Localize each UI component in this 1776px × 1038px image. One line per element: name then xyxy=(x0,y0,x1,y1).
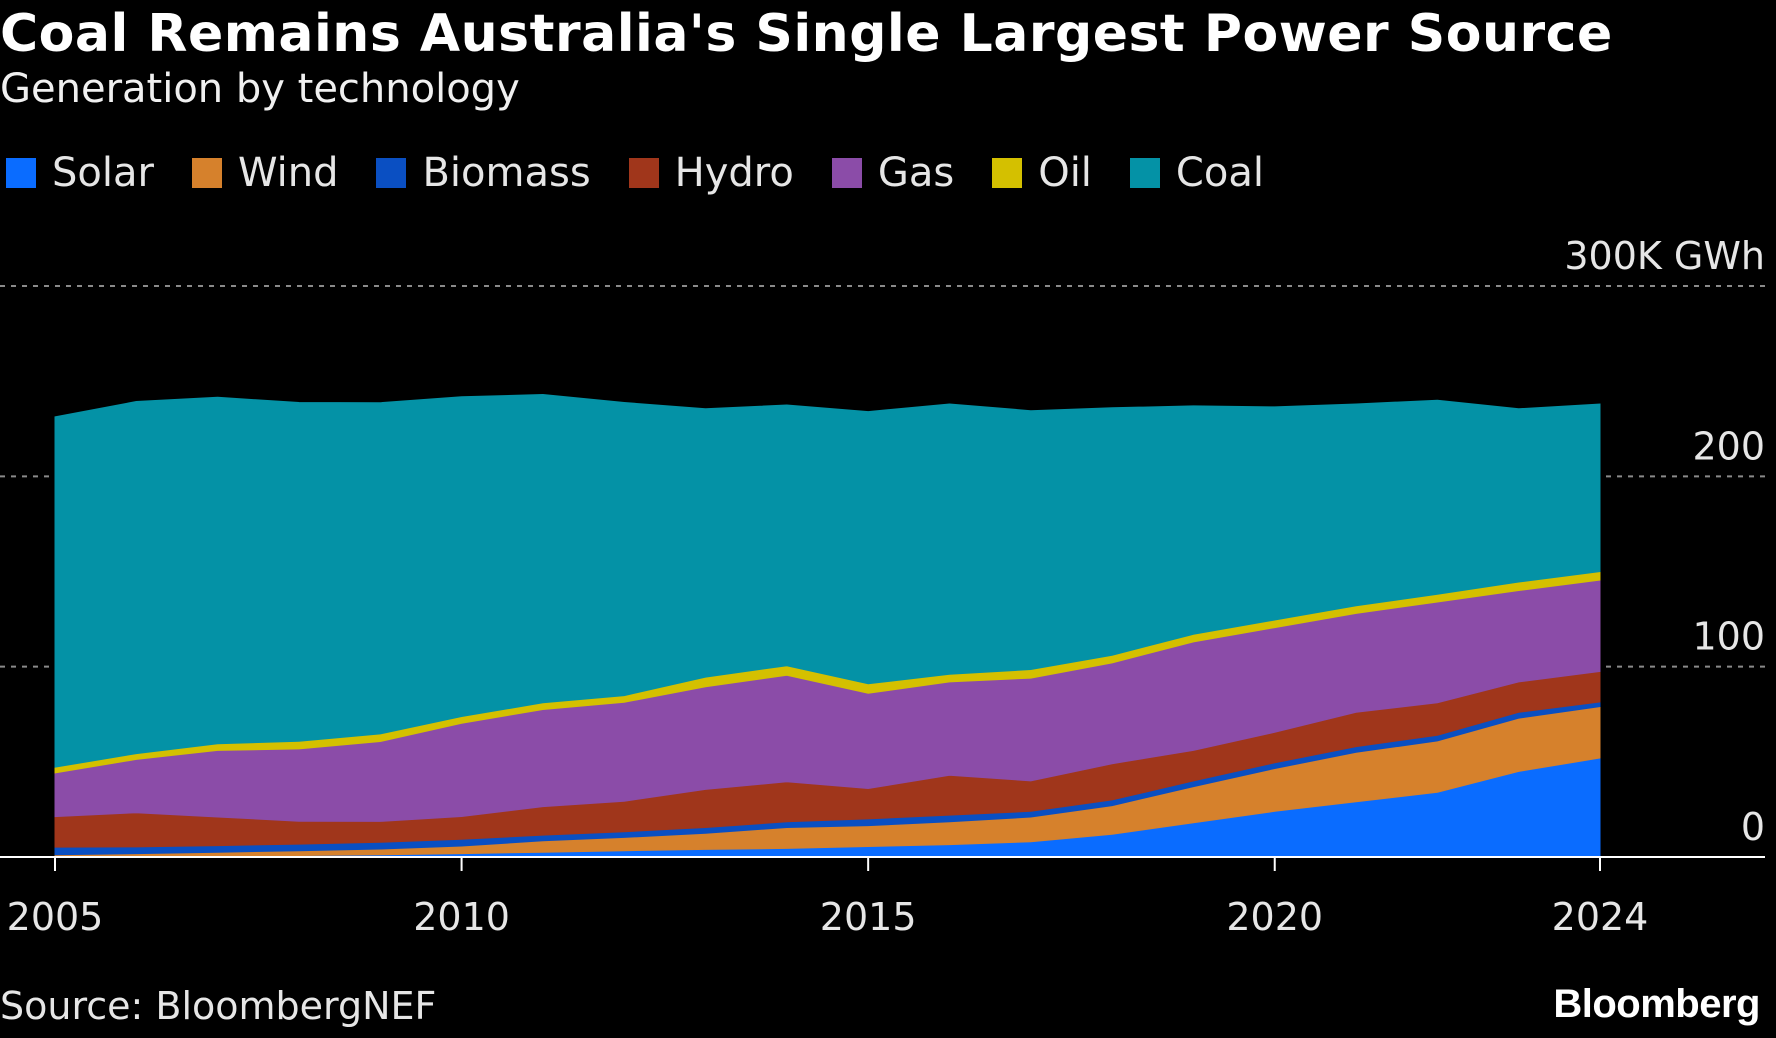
legend-swatch-coal xyxy=(1129,158,1160,188)
legend-swatch-gas xyxy=(831,158,862,188)
legend-label-gas: Gas xyxy=(877,150,955,196)
chart-subtitle: Generation by technology xyxy=(0,66,520,112)
bloomberg-logo: Bloomberg xyxy=(1553,982,1760,1026)
legend-item-coal: Coal xyxy=(1129,150,1264,196)
legend-item-hydro: Hydro xyxy=(628,150,794,196)
x-tick-label-2024: 2024 xyxy=(1552,895,1649,939)
axes xyxy=(0,856,1765,871)
y-tick-label-300: 300K GWh xyxy=(1564,234,1765,278)
legend-label-oil: Oil xyxy=(1038,150,1092,196)
legend-swatch-solar xyxy=(6,158,36,188)
legend-item-wind: Wind xyxy=(191,150,339,196)
legend-label-coal: Coal xyxy=(1175,150,1264,196)
x-tick-label-2010: 2010 xyxy=(413,895,510,939)
legend-label-wind: Wind xyxy=(237,150,339,196)
y-tick-label-0: 0 xyxy=(1741,805,1765,849)
x-tick-label-2015: 2015 xyxy=(820,895,917,939)
legend-swatch-oil xyxy=(992,158,1023,188)
legend-label-biomass: Biomass xyxy=(422,150,591,196)
axis-labels: 2005 2010 2015 2020 2024 0 100 200 300K GWh xyxy=(7,234,1765,939)
legend: Solar Wind Biomass Hydro Gas Oil Coal xyxy=(6,150,1302,196)
area-coal xyxy=(54,393,1601,768)
legend-swatch-hydro xyxy=(628,158,659,188)
y-tick-label-200: 200 xyxy=(1692,424,1765,468)
series-areas xyxy=(54,393,1601,858)
x-tick-label-2020: 2020 xyxy=(1226,895,1323,939)
legend-label-hydro: Hydro xyxy=(674,150,794,196)
legend-item-solar: Solar xyxy=(6,150,154,196)
legend-label-solar: Solar xyxy=(52,150,154,196)
y-tick-label-100: 100 xyxy=(1692,615,1765,659)
x-tick-label-2005: 2005 xyxy=(7,895,104,939)
legend-swatch-biomass xyxy=(376,158,407,188)
legend-item-gas: Gas xyxy=(831,150,955,196)
source-note: Source: BloombergNEF xyxy=(0,984,437,1028)
chart-title: Coal Remains Australia's Single Largest … xyxy=(0,4,1613,64)
legend-swatch-wind xyxy=(191,158,222,188)
legend-item-oil: Oil xyxy=(992,150,1092,196)
legend-item-biomass: Biomass xyxy=(376,150,591,196)
